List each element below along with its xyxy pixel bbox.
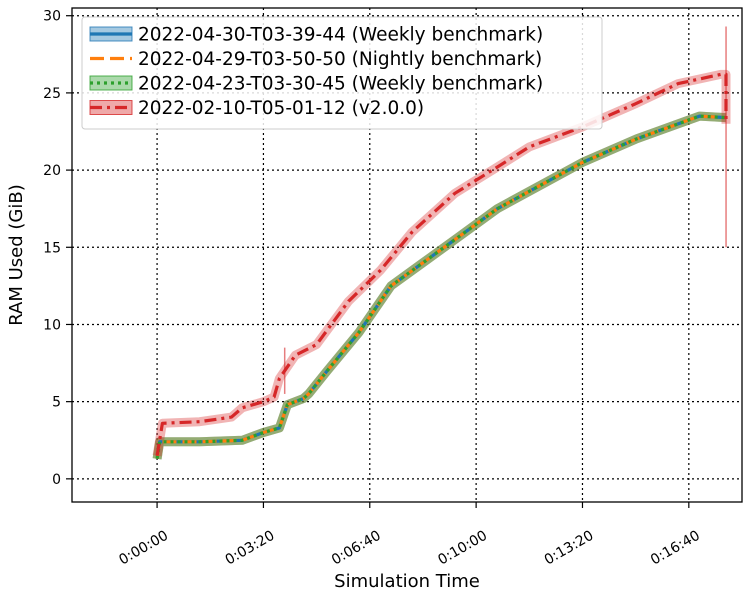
- legend-entry-4: 2022-02-10-T05-01-12 (v2.0.0): [89, 98, 424, 119]
- legend-label: 2022-04-29-T03-50-50 (Nightly benchmark): [138, 49, 542, 70]
- series-line-4: [155, 72, 728, 456]
- legend-entry-2: 2022-04-29-T03-50-50 (Nightly benchmark): [90, 49, 542, 70]
- x-axis-ticks: 0:00:00 0:03:20 0:06:40 0:10:00 0:13:20 0:16:…: [116, 502, 703, 569]
- x-tick-label: 0:00:00: [116, 528, 171, 569]
- legend-entry-3: 2022-04-23-T03-30-45 (Weekly benchmark): [89, 74, 543, 95]
- series-lines: [155, 72, 728, 460]
- legend: 2022-04-30-T03-39-44 (Weekly benchmark) 2…: [81, 16, 603, 130]
- series-band-4: [152, 69, 731, 457]
- y-axis-label: RAM Used (GiB): [6, 184, 27, 325]
- x-tick-label: 0:06:40: [329, 528, 384, 569]
- y-axis-ticks: 0 5 10 15 20 25 30: [43, 9, 72, 488]
- series-line-3: [155, 114, 727, 460]
- plot-frame: [71, 7, 743, 503]
- x-tick-label: 0:03:20: [223, 528, 278, 569]
- legend-entry-1: 2022-04-30-T03-39-44 (Weekly benchmark): [89, 25, 543, 46]
- x-tick-label: 0:10:00: [435, 528, 490, 569]
- error-bars: [283, 26, 727, 394]
- y-tick-label: 10: [43, 317, 61, 333]
- legend-label: 2022-02-10-T05-01-12 (v2.0.0): [138, 98, 424, 119]
- gridlines: [72, 8, 742, 502]
- y-tick-label: 5: [52, 395, 61, 411]
- series-line-2: [155, 114, 727, 460]
- y-tick-label: 25: [43, 86, 61, 102]
- y-tick-label: 15: [43, 240, 61, 256]
- x-axis-label: Simulation Time: [334, 571, 480, 592]
- legend-box: [81, 16, 603, 130]
- y-tick-label: 30: [43, 9, 61, 25]
- y-tick-label: 20: [43, 163, 61, 179]
- legend-label: 2022-04-30-T03-39-44 (Weekly benchmark): [138, 25, 543, 46]
- legend-label: 2022-04-23-T03-30-45 (Weekly benchmark): [138, 74, 543, 95]
- y-tick-label: 0: [52, 472, 61, 488]
- x-tick-label: 0:16:40: [648, 528, 703, 569]
- x-tick-label: 0:13:20: [542, 528, 597, 569]
